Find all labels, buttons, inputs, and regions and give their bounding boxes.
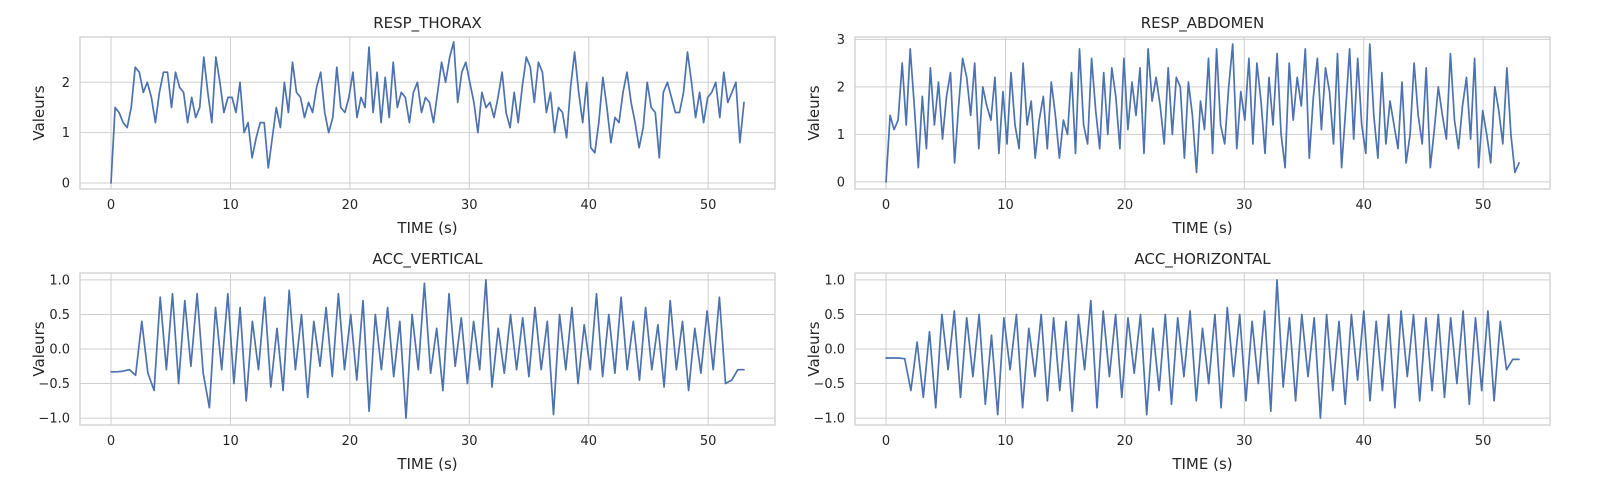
y-tick-label: 2 [62, 76, 70, 91]
y-tick-label: 0.5 [49, 308, 70, 323]
x-tick-label: 30 [461, 198, 478, 213]
x-tick-label: 30 [1236, 434, 1253, 449]
panel-resp-thorax: RESP_THORAX TIME (s) Valeurs 0 10 20 30 40 50… [30, 14, 776, 237]
y-tick-label: 0.0 [49, 343, 70, 358]
plot-frame [79, 36, 776, 190]
panel-resp-abdomen: RESP_ABDOMEN TIME (s) Valeurs 0 10 20 30 40 5… [805, 14, 1551, 237]
y-tick-label: 0.0 [824, 343, 845, 358]
y-tick-label: 2 [837, 80, 845, 95]
x-tick-label: 10 [997, 434, 1014, 449]
x-axis-label: TIME (s) [396, 219, 457, 237]
x-axis-label: TIME (s) [396, 455, 457, 473]
plot-frame [79, 272, 776, 426]
series-line [885, 279, 1520, 419]
y-axis-label: Valeurs [805, 321, 823, 376]
y-tick-label: −0.5 [38, 377, 70, 392]
chart-title: RESP_ABDOMEN [1141, 14, 1265, 33]
x-tick-label: 0 [882, 434, 890, 449]
y-tick-label: −1.0 [813, 412, 845, 427]
panel-acc-horizontal: ACC_HORIZONTAL TIME (s) Valeurs 0 10 20 30 4… [805, 250, 1551, 473]
y-axis-label: Valeurs [805, 85, 823, 140]
grid [80, 37, 775, 189]
y-tick-label: 3 [837, 33, 845, 48]
x-tick-label: 20 [342, 434, 359, 449]
x-tick-label: 40 [1355, 198, 1372, 213]
x-tick-label: 0 [882, 198, 890, 213]
plot-frame [854, 272, 1551, 426]
x-tick-label: 10 [222, 434, 239, 449]
x-tick-label: 10 [222, 198, 239, 213]
x-tick-label: 10 [997, 198, 1014, 213]
plot-frame [854, 36, 1551, 190]
y-tick-label: 1 [837, 128, 845, 143]
grid [855, 273, 1550, 425]
x-tick-label: 40 [580, 434, 597, 449]
y-tick-label: 1.0 [49, 273, 70, 288]
x-tick-label: 20 [1117, 434, 1134, 449]
y-tick-label: −0.5 [813, 377, 845, 392]
x-tick-label: 40 [580, 198, 597, 213]
y-tick-label: 0 [62, 176, 70, 191]
panel-acc-vertical: ACC_VERTICAL TIME (s) Valeurs 0 10 20 30 40 5… [30, 250, 776, 473]
series-line [110, 279, 745, 419]
grid [80, 273, 775, 425]
chart-title: ACC_HORIZONTAL [1134, 250, 1271, 269]
x-tick-label: 30 [461, 434, 478, 449]
y-tick-label: 1.0 [824, 273, 845, 288]
y-tick-label: 0 [837, 175, 845, 190]
y-tick-label: 1 [62, 126, 70, 141]
x-axis-label: TIME (s) [1171, 219, 1232, 237]
x-tick-label: 0 [107, 198, 115, 213]
y-axis-label: Valeurs [30, 85, 48, 140]
x-tick-label: 50 [700, 434, 717, 449]
series-line [110, 41, 745, 184]
x-tick-label: 50 [700, 198, 717, 213]
x-tick-label: 40 [1355, 434, 1372, 449]
x-tick-label: 30 [1236, 198, 1253, 213]
x-tick-label: 0 [107, 434, 115, 449]
y-tick-label: 0.5 [824, 308, 845, 323]
chart-title: ACC_VERTICAL [372, 250, 483, 269]
x-tick-label: 20 [342, 198, 359, 213]
chart-title: RESP_THORAX [373, 14, 482, 33]
y-axis-label: Valeurs [30, 321, 48, 376]
x-tick-label: 50 [1475, 434, 1492, 449]
series-line [885, 43, 1520, 183]
y-tick-label: −1.0 [38, 412, 70, 427]
x-axis-label: TIME (s) [1171, 455, 1232, 473]
x-tick-label: 50 [1475, 198, 1492, 213]
x-tick-label: 20 [1117, 198, 1134, 213]
